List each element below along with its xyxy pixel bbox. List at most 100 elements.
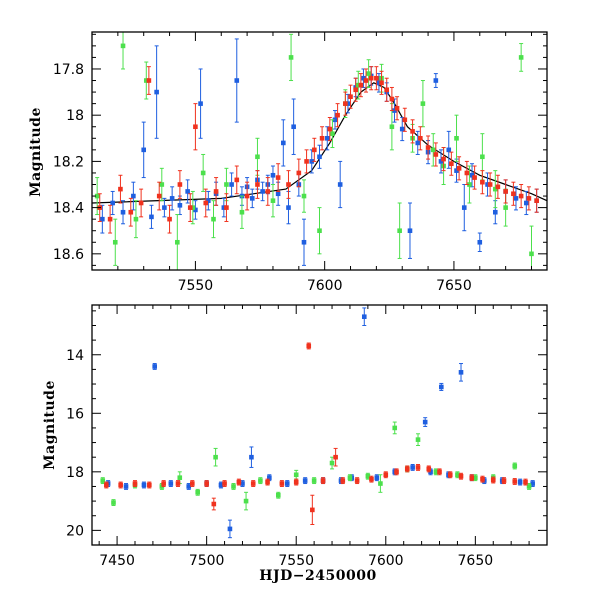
bottom-green-data-point [455, 472, 460, 478]
top-green-data-point [224, 182, 229, 187]
top-blue-data-point [477, 239, 483, 245]
bottom-blue-data-point [227, 526, 233, 532]
top-green-data-point [190, 205, 196, 210]
top-green-data-point [518, 55, 524, 60]
bottom-red-data-point [426, 466, 432, 472]
bottom-blue-data-point [152, 364, 157, 369]
top-green-data-point [529, 251, 534, 257]
top-red-data-point [275, 175, 281, 180]
top-blue-data-point [361, 75, 366, 81]
top-blue-data-point [392, 108, 397, 113]
bottom-green-data-point [311, 478, 317, 483]
top-green-data-point [255, 154, 260, 160]
bottom-red-data-point [279, 481, 285, 486]
top-blue-data-point [120, 209, 126, 215]
bottom-red-data-point [104, 482, 109, 488]
bottom-red-data-point [394, 469, 399, 475]
bottom-y-tick-label: 20 [66, 523, 84, 539]
top-red-data-point [244, 193, 250, 199]
top-red-data-point [418, 135, 423, 141]
bottom-green-data-point [195, 490, 200, 495]
top-blue-data-point [438, 159, 444, 164]
bottom-plot-frame [91, 304, 548, 546]
top-red-data-point [118, 186, 123, 192]
bottom-green-data-point [177, 475, 183, 480]
bottom-blue-data-point [458, 370, 464, 375]
top-blue-data-point [301, 239, 307, 245]
bottom-red-data-point [320, 478, 326, 483]
top-red-data-point [138, 200, 144, 206]
bottom-red-data-point [458, 473, 464, 479]
bottom-red-data-point [222, 481, 227, 486]
top-blue-data-point [234, 78, 240, 83]
top-blue-data-point [469, 172, 475, 178]
bottom-red-data-point [437, 469, 442, 475]
top-red-data-point [177, 182, 183, 187]
top-blue-data-point [291, 124, 296, 130]
bottom-x-tick-label: 7450 [99, 553, 135, 569]
bottom-red-data-point [480, 476, 485, 482]
bottom-blue-data-point [361, 314, 367, 320]
top-green-data-point [112, 239, 118, 245]
top-red-data-point [224, 205, 229, 210]
top-green-data-point [175, 239, 180, 245]
bottom-blue-data-point [267, 475, 272, 480]
x-axis-label: HJD−2450000 [259, 568, 376, 584]
bottom-red-data-point [447, 472, 453, 478]
top-green-data-point [492, 186, 498, 192]
top-red-data-point [503, 189, 508, 194]
bottom-red-data-point [340, 478, 346, 483]
top-red-data-point [296, 170, 302, 176]
top-x-tick-label: 7600 [307, 278, 343, 294]
top-y-tick-label: 18.2 [53, 154, 84, 170]
bottom-red-data-point [250, 481, 256, 486]
top-blue-data-point [131, 193, 136, 199]
top-red-data-point [107, 216, 113, 222]
top-red-data-point [187, 205, 193, 210]
top-blue-data-point [206, 198, 211, 203]
top-blue-data-point [177, 203, 183, 208]
top-red-data-point [128, 209, 134, 215]
bottom-red-data-point [204, 481, 209, 486]
top-red-data-point [511, 191, 516, 197]
bottom-green-data-point [433, 469, 439, 475]
top-red-data-point [433, 152, 439, 157]
top-blue-data-point [317, 154, 322, 160]
bottom-plot-area [100, 307, 535, 539]
bottom-green-data-point [100, 478, 106, 483]
bottom-x-tick-label: 7500 [189, 553, 225, 569]
top-red-data-point [234, 177, 240, 183]
bottom-green-data-point [111, 500, 116, 505]
bottom-red-data-point [161, 481, 166, 486]
top-red-data-point [265, 189, 271, 194]
top-y-tick-label: 17.8 [53, 62, 84, 78]
top-red-data-point [335, 112, 340, 118]
bottom-blue-data-point [218, 482, 224, 488]
top-blue-data-point [461, 205, 467, 210]
top-red-data-point [394, 105, 400, 111]
top-blue-data-point [149, 214, 154, 220]
top-red-data-point [363, 78, 369, 83]
bottom-y-tick-label: 14 [66, 348, 84, 364]
top-blue-data-point [249, 196, 255, 201]
top-red-data-point [518, 193, 524, 199]
top-red-data-point [480, 179, 485, 185]
top-blue-data-point [193, 207, 198, 213]
bottom-blue-data-point [374, 475, 380, 480]
top-red-data-point [472, 175, 477, 180]
bottom-green-data-point [512, 463, 518, 469]
top-red-data-point [327, 126, 333, 132]
top-green-data-point [211, 216, 216, 222]
top-red-data-point [456, 166, 462, 171]
bottom-green-data-point [258, 478, 263, 483]
top-red-data-point [353, 87, 358, 93]
top-red-data-point [358, 82, 364, 88]
top-blue-data-point [407, 228, 413, 234]
bottom-green-data-point [243, 498, 249, 504]
bottom-y-tick-label: 18 [66, 465, 84, 481]
bottom-red-data-point [190, 481, 195, 486]
top-blue-data-point [446, 147, 452, 153]
top-blue-data-point [275, 191, 281, 197]
bottom-green-data-point [415, 437, 421, 442]
